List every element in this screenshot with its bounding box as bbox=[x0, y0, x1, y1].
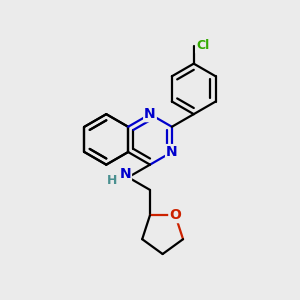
Text: N: N bbox=[119, 167, 131, 181]
Text: H: H bbox=[106, 174, 117, 187]
Text: O: O bbox=[169, 208, 181, 222]
Text: N: N bbox=[166, 145, 178, 159]
Text: Cl: Cl bbox=[196, 40, 209, 52]
Text: N: N bbox=[144, 107, 156, 121]
